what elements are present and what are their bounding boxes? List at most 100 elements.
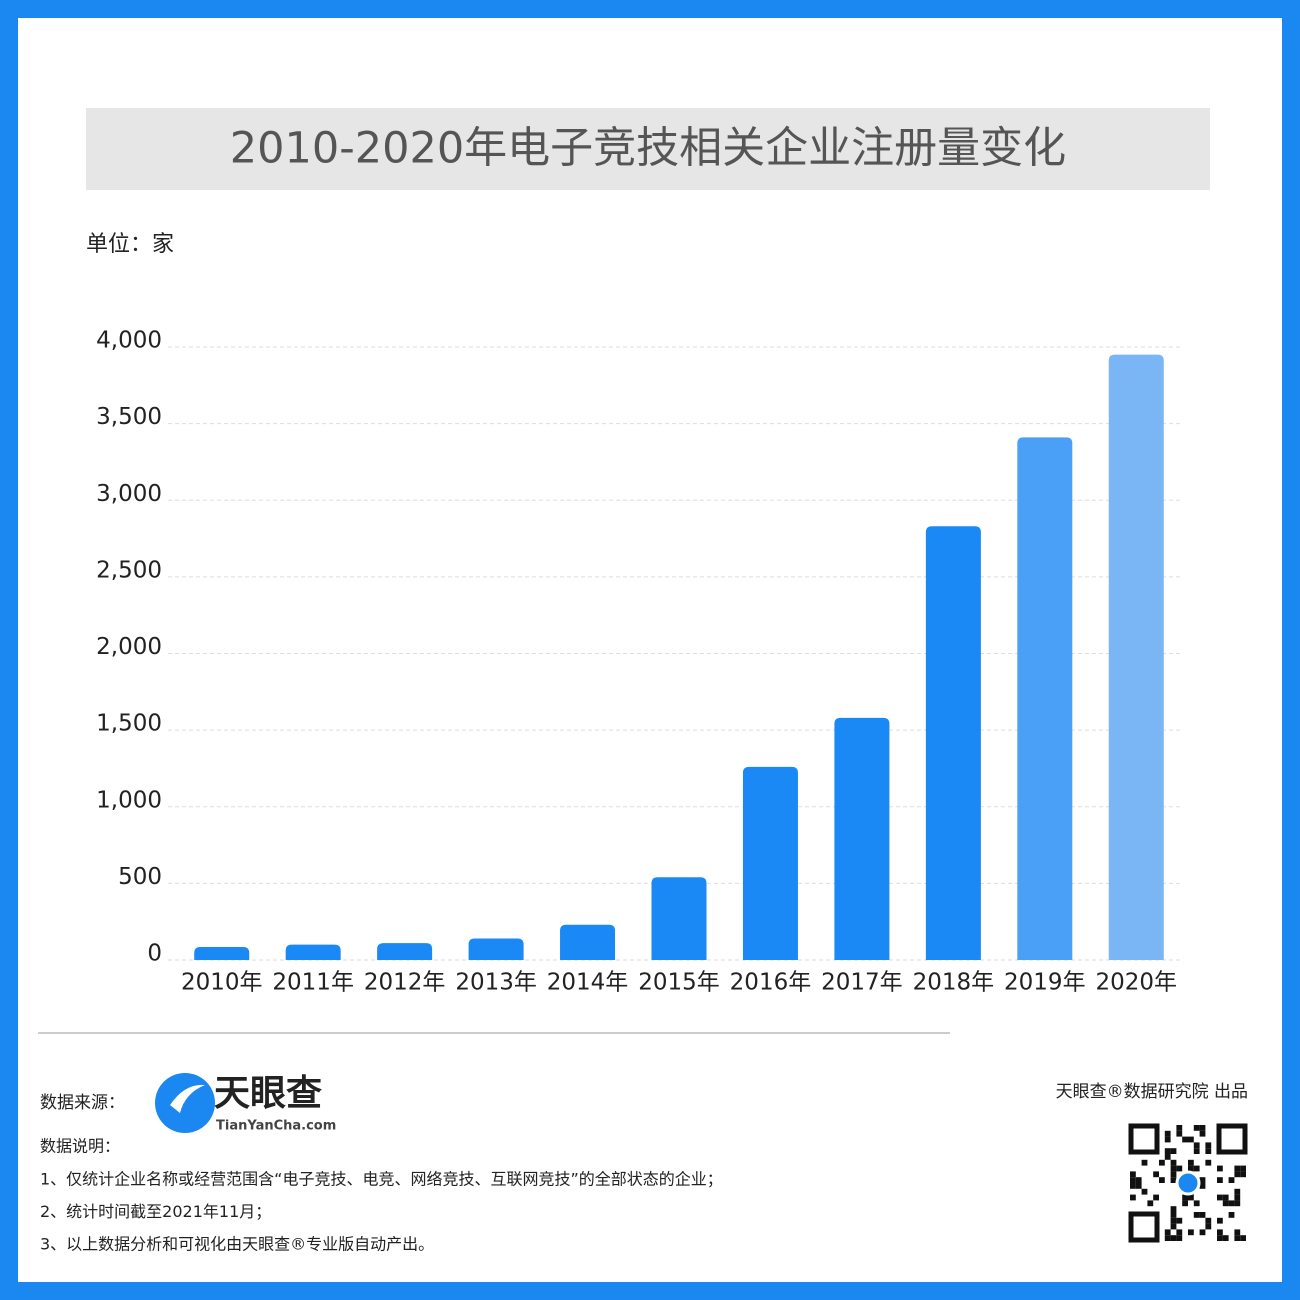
x-tick-label: 2011年 — [272, 970, 354, 996]
y-tick-label: 2,500 — [96, 557, 162, 583]
qr-dot — [1130, 1183, 1136, 1189]
qr-dot — [1147, 1200, 1154, 1207]
qr-dot — [1205, 1148, 1212, 1154]
notes-title: 数据说明： — [40, 1137, 120, 1156]
y-tick-label: 2,000 — [96, 634, 162, 660]
qr-dot — [1164, 1130, 1171, 1137]
y-tick-label: 4,000 — [96, 328, 162, 354]
qr-dot — [1240, 1165, 1246, 1172]
qr-dot — [1199, 1177, 1206, 1183]
qr-dot — [1164, 1136, 1171, 1143]
qr-dot — [1217, 1165, 1223, 1172]
qr-dot — [1199, 1229, 1206, 1236]
qr-dot — [1182, 1194, 1188, 1201]
qr-dot — [1164, 1229, 1171, 1236]
qr-dot — [1188, 1165, 1194, 1172]
qr-dot — [1170, 1206, 1177, 1212]
qr-dot — [1130, 1171, 1136, 1178]
qr-dot — [1188, 1194, 1194, 1201]
chart-title: 2010-2020年电子竞技相关企业注册量变化 — [230, 124, 1066, 174]
y-tick-label: 0 — [147, 941, 162, 967]
y-tick-label: 500 — [118, 864, 162, 890]
qr-dot — [1182, 1200, 1188, 1207]
qr-dot — [1199, 1212, 1206, 1218]
logo-url: TianYanCha.com — [216, 1119, 336, 1134]
qr-dot — [1188, 1159, 1194, 1166]
qr-dot — [1228, 1177, 1235, 1183]
qr-dot — [1217, 1229, 1223, 1236]
qr-dot — [1141, 1188, 1148, 1195]
qr-dot — [1193, 1142, 1200, 1149]
qr-dot — [1199, 1183, 1206, 1189]
qr-finder — [1128, 1123, 1160, 1155]
qr-dot — [1135, 1183, 1142, 1189]
bar — [468, 938, 524, 960]
bar — [1108, 354, 1164, 961]
qr-dot — [1222, 1194, 1229, 1201]
qr-dot — [1222, 1200, 1229, 1207]
qr-dot — [1217, 1235, 1223, 1241]
qr-dot — [1182, 1136, 1188, 1143]
qr-dot — [1193, 1125, 1200, 1131]
qr-dot — [1170, 1212, 1177, 1218]
qr-dot — [1205, 1217, 1212, 1224]
qr-finder — [1128, 1211, 1160, 1243]
qr-dot — [1176, 1235, 1183, 1241]
qr-dot — [1135, 1177, 1142, 1183]
qr-dot — [1222, 1235, 1229, 1241]
qr-dot — [1234, 1171, 1241, 1178]
qr-dot — [1217, 1194, 1223, 1201]
qr-dot — [1217, 1217, 1223, 1224]
qr-dot — [1170, 1177, 1177, 1183]
qr-dot — [1176, 1125, 1183, 1131]
qr-dot — [1159, 1159, 1165, 1166]
x-tick-label: 2012年 — [364, 970, 446, 996]
qr-dot — [1170, 1171, 1177, 1178]
qr-dot — [1141, 1159, 1148, 1166]
qr-dot — [1228, 1212, 1235, 1218]
qr-dot — [1234, 1165, 1241, 1172]
x-tick-label: 2016年 — [730, 970, 812, 996]
bar — [285, 944, 341, 960]
y-tick-label: 1,500 — [96, 711, 162, 737]
y-tick-label: 3,000 — [96, 481, 162, 507]
qr-dot — [1205, 1159, 1212, 1166]
logo-icon — [155, 1073, 215, 1133]
qr-dot — [1240, 1171, 1246, 1178]
qr-dot — [1188, 1136, 1194, 1143]
bar — [377, 943, 433, 960]
qr-finder — [1216, 1123, 1248, 1155]
qr-pattern — [1130, 1125, 1246, 1241]
x-tick-label: 2017年 — [821, 970, 903, 996]
qr-dot — [1234, 1200, 1241, 1207]
qr-dot — [1170, 1165, 1177, 1172]
qr-dot — [1130, 1177, 1136, 1183]
qr-code — [1128, 1123, 1248, 1243]
qr-dot — [1153, 1194, 1159, 1201]
unit-label: 单位：家 — [86, 232, 174, 257]
qr-dot — [1159, 1177, 1165, 1183]
title-box — [86, 108, 1210, 190]
qr-dot — [1240, 1235, 1246, 1241]
note: 1、仅统计企业名称或经营范围含“电子竞技、电竞、网络竞技、互联网竞技”的全部状态… — [40, 1170, 723, 1189]
note: 2、统计时间截至2021年11月； — [40, 1202, 271, 1221]
qr-dot — [1193, 1200, 1200, 1207]
qr-dot — [1193, 1212, 1200, 1218]
logo-swoosh — [170, 1084, 205, 1113]
qr-dot — [1170, 1159, 1177, 1166]
qr-dot — [1164, 1235, 1171, 1241]
bar — [742, 766, 798, 960]
qr-dot — [1228, 1200, 1235, 1207]
logo: 天眼查 TianYanCha.com — [155, 1073, 336, 1134]
qr-dot — [1234, 1229, 1241, 1236]
qr-dot — [1188, 1229, 1194, 1236]
qr-dot — [1164, 1148, 1171, 1154]
bar — [651, 877, 707, 960]
y-tick-label: 3,500 — [96, 404, 162, 430]
qr-dot — [1193, 1165, 1200, 1172]
qr-dot — [1176, 1165, 1183, 1172]
qr-dot — [1217, 1177, 1223, 1183]
x-tick-label: 2018年 — [913, 970, 995, 996]
